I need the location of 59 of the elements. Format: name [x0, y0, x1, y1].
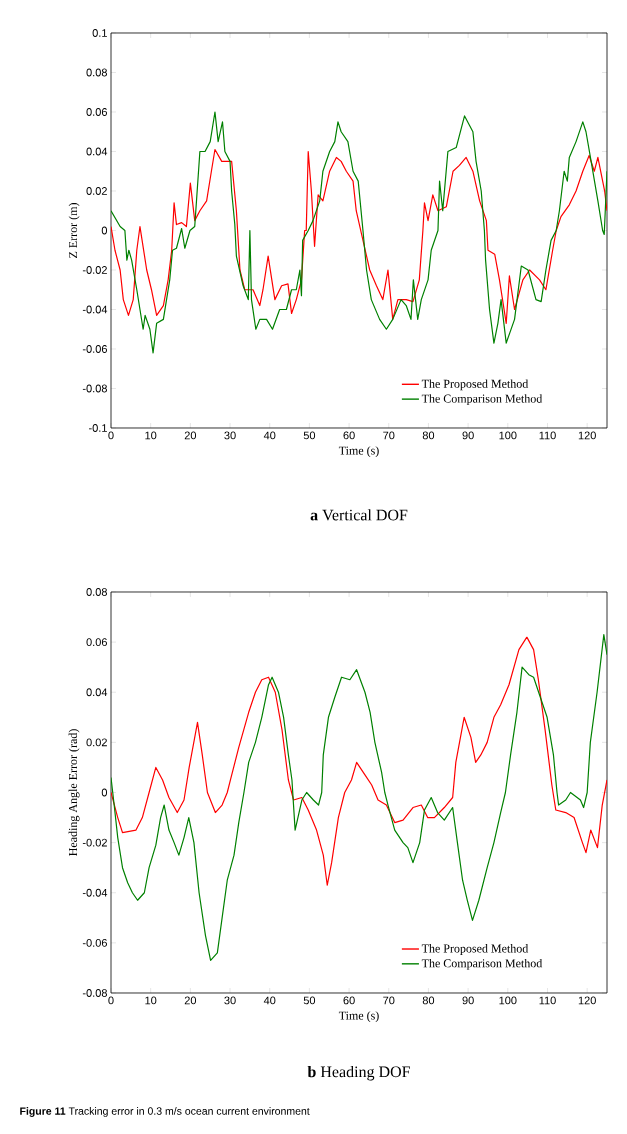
- x-tick-label: 70: [383, 996, 395, 1005]
- y-tick-label: 0.08: [86, 68, 107, 77]
- x-tick-label: 70: [383, 431, 395, 440]
- x-tick-label: 100: [499, 996, 517, 1005]
- y-tick-label: 0.06: [86, 638, 107, 647]
- y-tick-label: 0.08: [86, 588, 107, 596]
- y-tick-label: 0.06: [86, 108, 107, 116]
- y-tick-label: -0.06: [82, 938, 107, 947]
- x-axis-title: Time (s): [338, 1011, 379, 1023]
- y-tick-label: -0.02: [82, 266, 107, 274]
- x-axis-title: Time (s): [338, 446, 379, 458]
- x-tick-label: 120: [578, 431, 596, 440]
- x-tick-label: 20: [184, 431, 197, 440]
- x-tick-label: 90: [462, 431, 474, 440]
- y-tick-label: 0.1: [92, 29, 107, 37]
- text: Figure 11 Tracking error in 0.3 m/s ocean current environment: [20, 1107, 310, 1117]
- x-tick-label: 20: [184, 996, 197, 1005]
- y-axis-title: Heading Angle Error (rad): [68, 729, 80, 856]
- y-tick-label: 0: [101, 788, 108, 797]
- y-tick-label: 0: [101, 226, 108, 235]
- y-tick-label: -0.04: [82, 888, 108, 897]
- y-tick-label: 0.02: [86, 187, 107, 195]
- legend-label: The Proposed Method: [421, 944, 529, 955]
- y-tick-label: -0.02: [82, 838, 107, 847]
- x-tick-label: 90: [462, 996, 474, 1005]
- x-tick-label: 120: [578, 996, 596, 1005]
- y-axis-title: Z Error (m): [68, 203, 80, 258]
- y-tick-label: -0.08: [82, 384, 107, 393]
- y-tick-label: 0.04: [86, 688, 108, 697]
- y-tick-label: 0.02: [86, 738, 107, 747]
- x-tick-label: 60: [343, 996, 355, 1005]
- x-tick-label: 30: [224, 996, 236, 1005]
- x-tick-label: 0: [108, 996, 114, 1005]
- line-series: [111, 636, 607, 886]
- x-tick-label: 100: [499, 431, 517, 440]
- x-tick-label: 110: [539, 431, 556, 440]
- y-tick-label: -0.06: [82, 345, 107, 353]
- y-tick-label: -0.04: [82, 305, 108, 314]
- y-tick-label: -0.1: [89, 424, 107, 432]
- x-tick-label: 10: [145, 996, 157, 1005]
- legend-label: The Proposed Method: [421, 379, 529, 391]
- x-tick-label: 50: [303, 431, 316, 440]
- legend-label: The Comparison Method: [421, 394, 543, 406]
- text: b Heading DOF: [307, 1065, 410, 1081]
- x-tick-label: 110: [539, 996, 556, 1005]
- x-tick-label: 0: [108, 431, 114, 440]
- text: a Vertical DOF: [310, 509, 408, 521]
- x-tick-label: 40: [263, 996, 276, 1005]
- y-tick-label: 0.04: [86, 147, 108, 156]
- x-tick-label: 40: [263, 431, 276, 440]
- x-tick-label: 30: [224, 431, 236, 440]
- x-tick-label: 80: [422, 431, 435, 440]
- x-tick-label: 50: [303, 996, 316, 1005]
- x-tick-label: 10: [145, 431, 157, 440]
- y-tick-label: -0.08: [82, 989, 107, 997]
- line-series: [111, 111, 607, 354]
- legend-label: The Comparison Method: [421, 958, 543, 970]
- x-tick-label: 60: [343, 431, 355, 440]
- x-tick-label: 80: [422, 996, 435, 1005]
